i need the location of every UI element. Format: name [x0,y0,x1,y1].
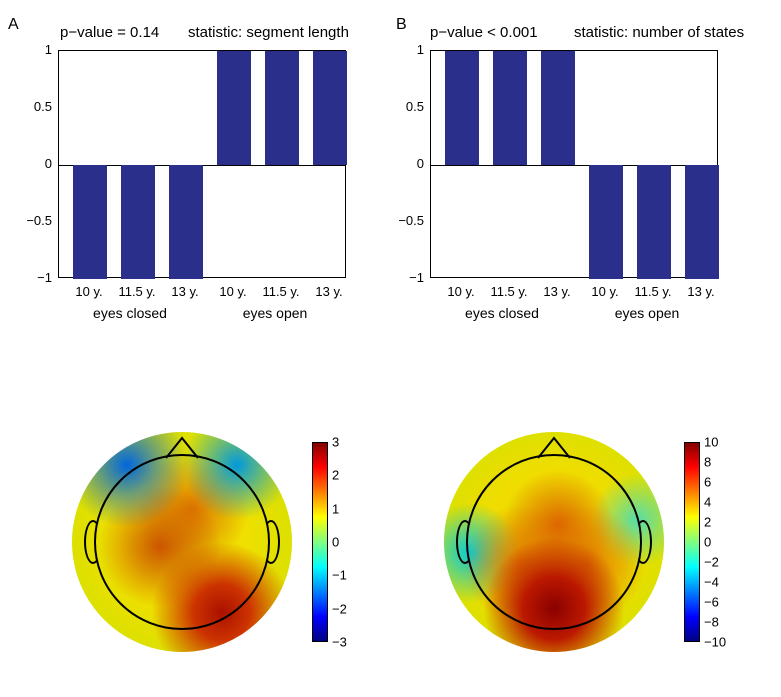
bar [589,165,623,279]
bar [445,51,479,165]
bar [313,51,347,165]
bar [73,165,107,279]
colorbar-tick-label: 10 [704,435,718,450]
xtick-label: 13 y. [315,284,342,299]
colorbar-tick-label: −6 [704,595,719,610]
panel-letter-b: B [396,16,407,34]
bars-b [431,51,717,277]
panel-letter-a: A [8,16,19,34]
colorbar-tick-label: −3 [332,635,347,650]
ear-right-a [262,520,280,564]
cond-label-b-open: eyes open [615,305,680,321]
colorbar-b [684,442,700,642]
figure-page: A p−value = 0.14 statistic: segment leng… [0,0,781,697]
xtick-label: 11.5 y. [634,284,671,299]
xtick-label: 11.5 y. [262,284,299,299]
colorbar-tick-label: 8 [704,455,711,470]
cond-label-a-open: eyes open [243,305,308,321]
bar [685,165,719,279]
xtick-label: 11.5 y. [118,284,155,299]
xtick-label: 13 y. [171,284,198,299]
colorbar-tick-label: −10 [704,635,726,650]
ytick-label: 0.5 [388,99,424,114]
topomap-a [72,432,292,652]
head-outline-a [94,454,270,630]
nose-a [162,434,202,460]
colorbar-grad-b [684,442,700,642]
ear-right-b [634,520,652,564]
bar [637,165,671,279]
colorbar-tick-label: −2 [704,555,719,570]
cond-label-b-closed: eyes closed [465,305,539,321]
bar [217,51,251,165]
xtick-label: 10 y. [591,284,618,299]
colorbar-tick-label: 2 [332,468,339,483]
xtick-label: 10 y. [219,284,246,299]
cond-label-a-closed: eyes closed [93,305,167,321]
ytick-label: 1 [388,42,424,57]
nose-b [534,434,574,460]
colorbar-tick-label: −1 [332,568,347,583]
panel-a-statistic: statistic: segment length [188,24,349,41]
panel-b-statistic: statistic: number of states [574,24,744,41]
colorbar-tick-label: 4 [704,495,711,510]
bar [169,165,203,279]
bar [541,51,575,165]
xtick-label: 10 y. [75,284,102,299]
ytick-label: 1 [16,42,52,57]
bar [265,51,299,165]
xtick-label: 10 y. [447,284,474,299]
colorbar-tick-label: 1 [332,501,339,516]
xtick-label: 11.5 y. [490,284,527,299]
colorbar-tick-label: −4 [704,575,719,590]
colorbar-a [312,442,328,642]
panel-a-pvalue: p−value = 0.14 [60,24,159,41]
colorbar-tick-label: 3 [332,435,339,450]
colorbar-tick-label: 0 [704,535,711,550]
topomap-b [444,432,664,652]
bar [121,165,155,279]
colorbar-tick-label: 6 [704,475,711,490]
ytick-label: −1 [388,270,424,285]
xtick-label: 13 y. [687,284,714,299]
ytick-label: 0 [16,156,52,171]
colorbar-tick-label: 0 [332,535,339,550]
head-outline-b [466,454,642,630]
ytick-label: 0 [388,156,424,171]
ytick-label: −1 [16,270,52,285]
ear-left-b [456,520,474,564]
ytick-label: 0.5 [16,99,52,114]
panel-b-pvalue: p−value < 0.001 [430,24,538,41]
xtick-label: 13 y. [543,284,570,299]
bar [493,51,527,165]
bar-chart-a [58,50,346,278]
ytick-label: −0.5 [16,213,52,228]
bars-a [59,51,345,277]
colorbar-tick-label: 2 [704,515,711,530]
colorbar-tick-label: −8 [704,615,719,630]
bar-chart-b [430,50,718,278]
colorbar-grad-a [312,442,328,642]
colorbar-tick-label: −2 [332,601,347,616]
ear-left-a [84,520,102,564]
ytick-label: −0.5 [388,213,424,228]
